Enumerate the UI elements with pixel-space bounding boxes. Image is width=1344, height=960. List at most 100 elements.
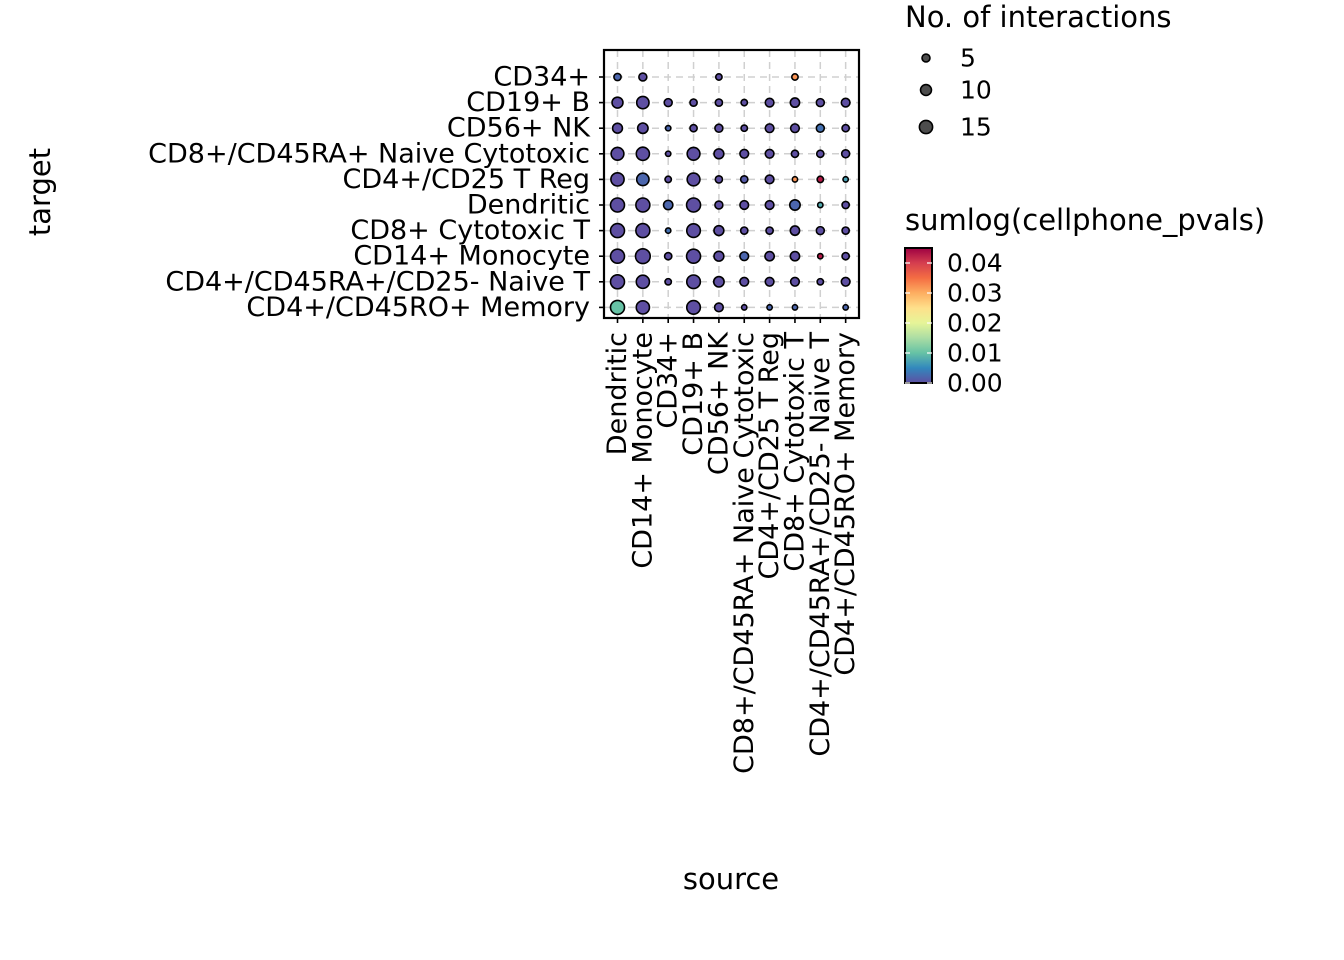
y-tick-label: CD14+ Monocyte <box>353 241 590 272</box>
data-point <box>611 122 624 134</box>
data-point <box>713 250 725 262</box>
data-point <box>635 146 651 162</box>
size-legend-label: 10 <box>960 76 992 105</box>
data-point <box>815 149 825 159</box>
data-point <box>816 252 824 260</box>
data-point <box>685 248 702 264</box>
data-point <box>714 174 724 184</box>
x-tick-label: Dendritic <box>602 332 633 455</box>
data-point <box>635 197 651 213</box>
data-point <box>764 148 775 159</box>
data-point <box>816 277 825 286</box>
data-point <box>685 197 702 213</box>
data-point <box>635 172 650 187</box>
y-axis-title: target <box>23 148 57 236</box>
data-point <box>840 97 851 108</box>
data-point <box>789 97 801 109</box>
size-legend-key <box>918 119 934 135</box>
data-point <box>635 222 651 239</box>
data-point <box>685 223 702 239</box>
data-point <box>764 123 775 134</box>
data-point <box>790 149 800 159</box>
data-point <box>663 97 673 108</box>
y-tick-label: CD4+/CD45RO+ Memory <box>246 292 590 323</box>
data-point <box>685 274 702 290</box>
y-tick-label: CD56+ NK <box>447 113 591 144</box>
size-legend-label: 5 <box>960 44 976 73</box>
color-legend-title: sumlog(cellphone_pvals) <box>905 203 1265 237</box>
data-point <box>664 175 673 184</box>
data-point <box>664 124 672 132</box>
data-point <box>816 175 825 184</box>
data-point <box>790 73 799 81</box>
data-point <box>791 303 799 311</box>
data-point <box>664 227 672 235</box>
x-tick-label: CD4+/CD45RO+ Memory <box>830 332 861 676</box>
data-point <box>689 123 698 133</box>
data-point <box>611 96 624 109</box>
data-point <box>739 199 750 211</box>
data-point <box>789 250 801 262</box>
y-tick-label: CD8+/CD45RA+ Naive Cytotoxic <box>148 138 590 169</box>
data-point <box>815 97 826 108</box>
data-point <box>714 73 723 81</box>
y-tick-label: CD19+ B <box>466 87 590 118</box>
colorbar <box>904 247 933 384</box>
data-point <box>841 226 851 235</box>
data-point <box>610 172 625 187</box>
x-tick-label: CD34+ <box>653 332 684 429</box>
data-point <box>765 226 774 235</box>
size-legend-title: No. of interactions <box>905 0 1171 34</box>
data-point <box>686 146 701 161</box>
data-point <box>764 97 775 108</box>
data-point <box>816 201 824 209</box>
size-legend: No. of interactions 5 10 15 <box>905 0 1171 142</box>
y-tick-label: CD4+/CD25 T Reg <box>343 164 591 195</box>
data-point <box>664 150 672 158</box>
data-point <box>663 251 673 261</box>
x-tick-label: CD4+/CD25 T Reg <box>754 332 785 580</box>
colorbar-label: 0.00 <box>947 369 1003 398</box>
data-point <box>713 148 725 160</box>
y-tick-label: CD4+/CD45RA+/CD25- Naive T <box>165 266 590 297</box>
data-point <box>740 303 748 311</box>
color-legend: sumlog(cellphone_pvals) 0.000.010.020.03… <box>904 203 1265 398</box>
data-point <box>638 72 648 82</box>
data-point <box>739 226 749 235</box>
data-point <box>841 123 851 133</box>
colorbar-label: 0.04 <box>947 249 1003 278</box>
x-tick-label: CD14+ Monocyte <box>627 332 658 569</box>
data-point <box>613 72 622 82</box>
data-point <box>842 175 850 183</box>
data-point <box>788 199 801 212</box>
data-point <box>714 200 724 210</box>
data-point <box>635 274 651 290</box>
data-point <box>635 95 650 110</box>
data-point <box>739 251 750 262</box>
x-tick-label: CD4+/CD45RA+/CD25- Naive T <box>805 332 836 757</box>
data-point <box>841 200 851 210</box>
data-point <box>815 225 826 236</box>
data-point <box>815 123 826 133</box>
data-point <box>764 276 775 287</box>
data-point <box>610 146 625 161</box>
data-point <box>739 174 749 184</box>
data-point <box>609 197 626 213</box>
data-point <box>662 199 674 211</box>
data-point <box>686 172 701 187</box>
data-point <box>713 224 725 237</box>
x-tick-label: CD8+ Cytotoxic T <box>779 331 810 571</box>
data-point <box>609 222 626 239</box>
data-point <box>789 123 801 134</box>
data-point <box>739 148 750 159</box>
data-point <box>764 174 775 185</box>
data-point <box>789 276 801 287</box>
x-tick-label: CD19+ B <box>678 332 709 456</box>
y-tick-label: CD8+ Cytotoxic T <box>350 215 590 246</box>
data-point <box>609 248 626 264</box>
data-point <box>764 199 775 211</box>
x-axis-title: source <box>683 862 779 896</box>
data-point <box>689 98 698 107</box>
data-points <box>609 72 851 316</box>
